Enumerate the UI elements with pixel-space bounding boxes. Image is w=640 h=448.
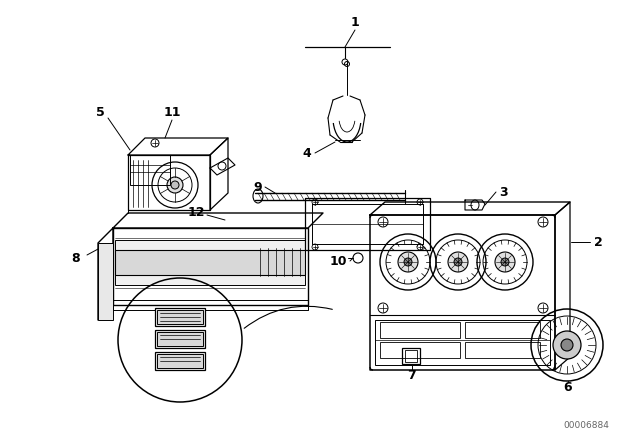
Text: 9: 9 [253,181,262,194]
Text: 10: 10 [329,254,347,267]
Ellipse shape [398,252,418,272]
Bar [155,308,205,326]
Bar [405,350,417,362]
Text: 7: 7 [408,369,417,382]
Text: 12: 12 [188,206,205,219]
Text: 3: 3 [499,185,508,198]
Bar [375,320,550,365]
Text: 11: 11 [163,105,180,119]
Ellipse shape [454,258,462,266]
Bar [402,348,420,364]
Bar [115,250,305,275]
Bar [380,342,460,358]
Text: 2: 2 [594,236,602,249]
Bar [465,322,540,338]
Bar [157,354,203,368]
Bar [98,243,113,320]
Text: 5: 5 [95,105,104,119]
Ellipse shape [404,258,412,266]
Bar [157,332,203,346]
Text: 1: 1 [351,16,360,29]
Bar [155,330,205,348]
Text: 4: 4 [303,146,312,159]
Bar [465,342,540,358]
Ellipse shape [167,177,183,193]
Bar [155,352,205,370]
Bar [130,155,170,185]
Ellipse shape [448,252,468,272]
Ellipse shape [561,339,573,351]
Text: 00006884: 00006884 [563,421,609,430]
Ellipse shape [495,252,515,272]
Text: 8: 8 [72,251,80,264]
Ellipse shape [501,258,509,266]
Bar [157,310,203,324]
Text: 6: 6 [564,380,572,393]
Ellipse shape [171,181,179,189]
Bar [115,240,305,285]
Ellipse shape [553,331,581,359]
Bar [380,322,460,338]
